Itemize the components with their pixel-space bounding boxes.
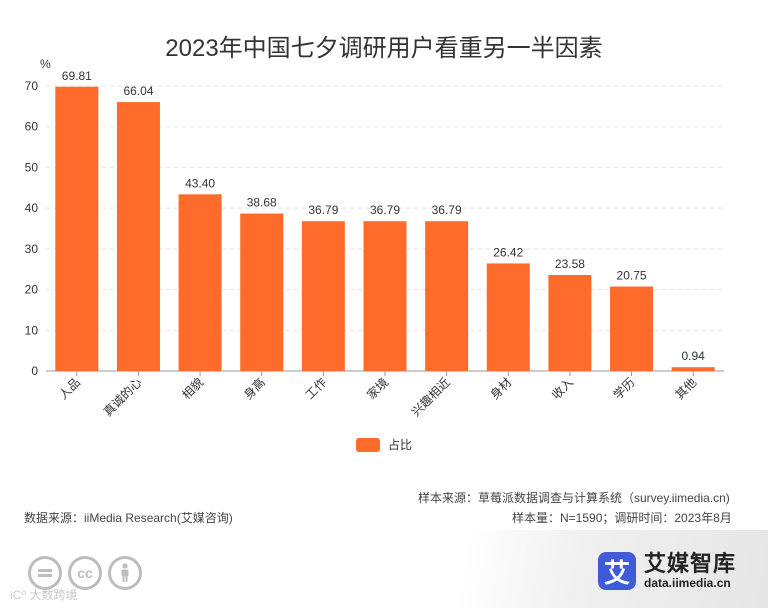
bar-value-label: 36.79 <box>370 203 400 217</box>
y-tick-label: 10 <box>25 323 39 337</box>
bar-value-label: 36.79 <box>308 203 338 217</box>
y-axis-unit: % <box>40 57 51 71</box>
bar-value-label: 43.40 <box>185 176 215 190</box>
bar <box>178 194 222 371</box>
person-icon <box>108 556 142 590</box>
bar-value-label: 66.04 <box>123 84 153 98</box>
data-source: 数据来源：iiMedia Research(艾媒咨询) <box>24 511 233 525</box>
bar <box>55 86 99 372</box>
bar-value-label: 26.42 <box>493 245 523 259</box>
y-tick-label: 20 <box>25 283 39 297</box>
y-tick-label: 60 <box>25 120 39 134</box>
bar-value-label: 69.81 <box>62 69 92 83</box>
sample-source: 样本来源：草莓派数据调查与计算系统（survey.iimedia.cn) <box>418 491 730 505</box>
brand-logo-icon: 艾 <box>598 552 636 590</box>
bar <box>240 213 284 371</box>
x-tick-label: 真诚的心 <box>100 375 145 420</box>
bar <box>363 221 407 371</box>
x-tick-label: 工作 <box>303 375 330 402</box>
watermark: iC⁰ 大数跨境 <box>10 588 78 602</box>
bar <box>301 221 345 371</box>
x-tick-label: 其他 <box>672 375 699 402</box>
bar-value-label: 0.94 <box>682 349 706 363</box>
bar <box>486 263 530 371</box>
license-icons: cc <box>28 556 142 590</box>
brand-name: 艾媒智库 <box>644 551 737 576</box>
bar <box>610 286 654 371</box>
bar-value-label: 23.58 <box>555 257 585 271</box>
x-tick-label: 兴趣相近 <box>408 375 453 420</box>
legend-label: 占比 <box>388 438 413 452</box>
bar <box>116 102 160 371</box>
cc-icon: cc <box>68 556 102 590</box>
bar <box>425 221 469 371</box>
chart-title: 2023年中国七夕调研用户看重另一半因素 <box>165 35 603 62</box>
bar-value-label: 36.79 <box>432 203 462 217</box>
y-tick-label: 50 <box>25 160 39 174</box>
equal-icon <box>28 556 62 590</box>
x-tick-label: 相貌 <box>179 375 207 403</box>
bar <box>548 274 592 371</box>
sample-size: 样本量：N=1590；调研时间：2023年8月 <box>512 511 732 525</box>
x-tick-label: 人品 <box>56 375 83 402</box>
bars: 69.81 66.04 43.40 38.68 36.79 36.79 36.79 26.42… <box>55 69 715 372</box>
x-tick-label: 身高 <box>240 375 268 403</box>
brand-url[interactable]: data.iimedia.cn <box>644 576 731 590</box>
x-tick-label: 身材 <box>487 375 515 403</box>
bar-value-label: 38.68 <box>247 196 277 210</box>
x-tick-label: 家境 <box>364 375 392 403</box>
legend-swatch <box>356 437 380 452</box>
x-tick-label: 收入 <box>549 375 576 402</box>
y-tick-label: 40 <box>25 201 39 215</box>
y-tick-label: 30 <box>25 242 39 256</box>
brand[interactable]: 艾 艾媒智库 data.iimedia.cn <box>598 552 736 590</box>
x-tick-label: 学历 <box>610 375 638 403</box>
bar <box>671 367 715 371</box>
bar-value-label: 20.75 <box>617 269 647 283</box>
y-tick-label: 70 <box>25 79 39 93</box>
legend[interactable]: 占比 <box>356 436 412 453</box>
y-tick-label: 0 <box>31 364 38 378</box>
